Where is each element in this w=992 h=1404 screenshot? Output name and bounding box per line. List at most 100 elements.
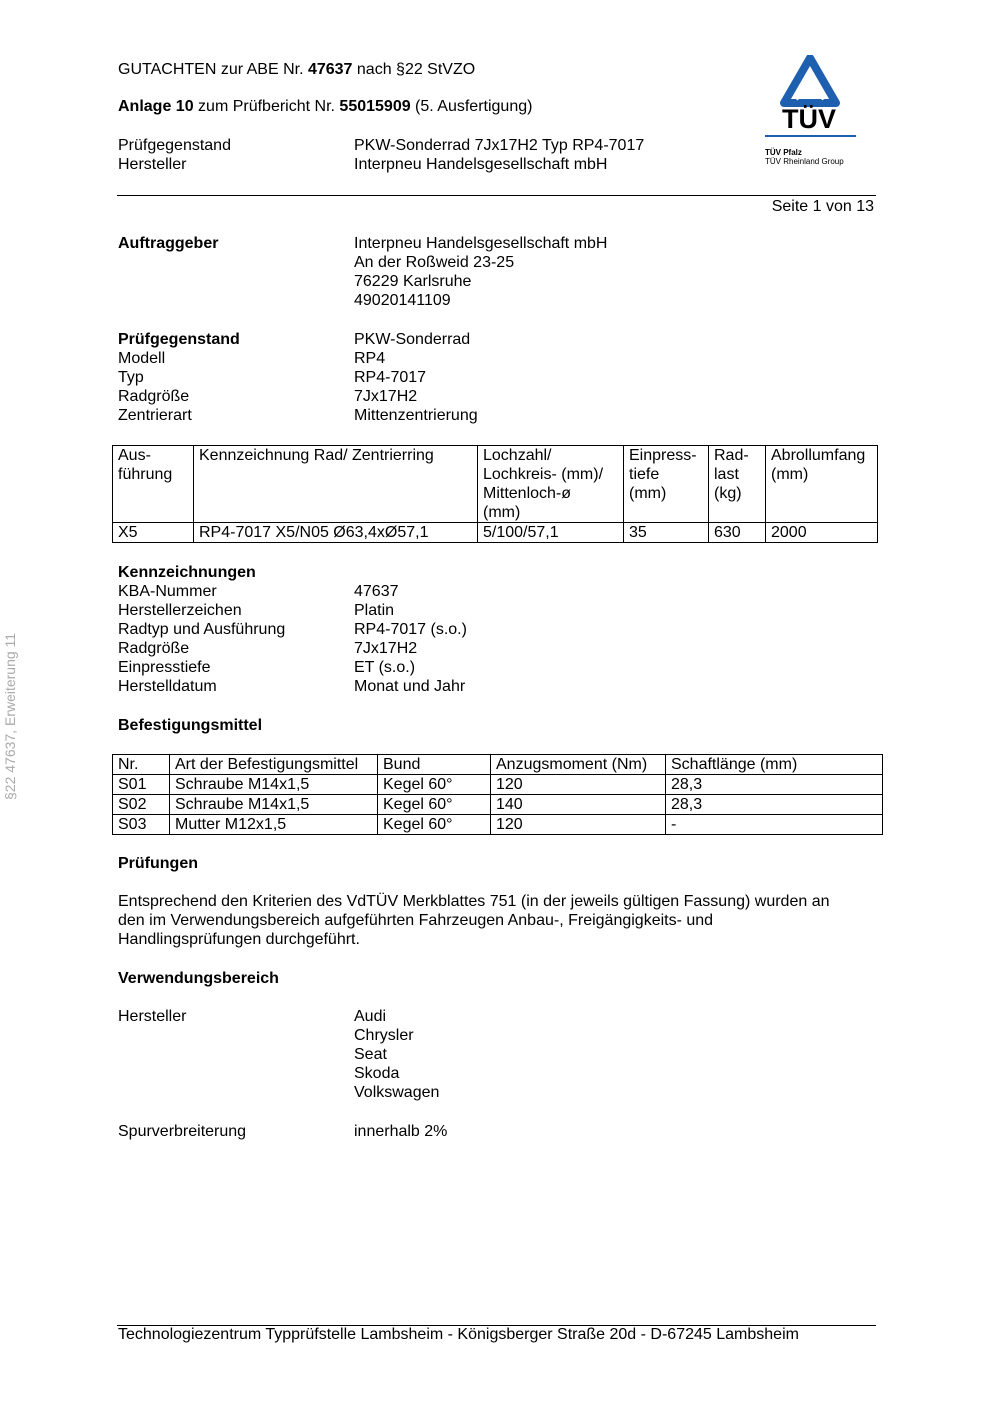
cell: 5/100/57,1 bbox=[477, 522, 624, 543]
hersteller-list: Audi Chrysler Seat Skoda Volkswagen bbox=[354, 1007, 439, 1102]
table-row: S01 Schraube M14x1,5 Kegel 60° 120 28,3 bbox=[112, 774, 883, 795]
cell: Kegel 60° bbox=[377, 794, 491, 815]
header-cell: Aus- führung bbox=[112, 445, 194, 523]
cell: 120 bbox=[490, 814, 666, 835]
value: 47637 bbox=[354, 583, 399, 600]
pruefungen-title: Prüfungen bbox=[118, 855, 198, 872]
label: Zentrierart bbox=[118, 407, 192, 424]
footer-rule bbox=[117, 1325, 876, 1326]
text-line: Handlingsprüfungen durchgeführt. bbox=[118, 931, 360, 948]
value: RP4-7017 bbox=[354, 369, 427, 386]
value: RP4-7017 (s.o.) bbox=[354, 621, 467, 638]
header-value-0: PKW-Sonderrad 7Jx17H2 Typ RP4-7017 bbox=[354, 137, 645, 154]
spur-label: Spurverbreiterung bbox=[118, 1123, 247, 1140]
header-cell: Kennzeichnung Rad/ Zentrierring bbox=[193, 445, 478, 523]
label: Typ bbox=[118, 369, 144, 386]
header-cell: Rad- last (kg) bbox=[708, 445, 766, 523]
kennzeichnungen-title: Kennzeichnungen bbox=[118, 564, 256, 581]
text-line: Entsprechend den Kriterien des VdTÜV Mer… bbox=[118, 893, 830, 910]
header-label-0: Prüfgegenstand bbox=[118, 137, 231, 154]
befestigung-table: Nr. Art der Befestigungsmittel Bund Anzu… bbox=[112, 754, 883, 835]
cell: 140 bbox=[490, 794, 666, 815]
cell: S01 bbox=[112, 774, 170, 795]
cell: 2000 bbox=[765, 522, 878, 543]
label: Prüfgegenstand bbox=[118, 331, 240, 348]
auftraggeber-label: Auftraggeber bbox=[118, 235, 219, 252]
address-line: An der Roßweid 23-25 bbox=[354, 254, 515, 271]
cell: S02 bbox=[112, 794, 170, 815]
cell: - bbox=[665, 814, 883, 835]
header-cell: Einpress- tiefe (mm) bbox=[623, 445, 709, 523]
side-note: §22 47637, Erweiterung 11 bbox=[2, 632, 18, 800]
cell: 28,3 bbox=[665, 794, 883, 815]
logo-rule bbox=[765, 135, 856, 137]
header-line1: GUTACHTEN zur ABE Nr. 47637 nach §22 StV… bbox=[118, 61, 476, 78]
value: PKW-Sonderrad bbox=[354, 331, 471, 348]
cell: 28,3 bbox=[665, 774, 883, 795]
header-cell: Bund bbox=[377, 754, 491, 775]
value: RP4 bbox=[354, 350, 386, 367]
value: Platin bbox=[354, 602, 395, 619]
cell: S03 bbox=[112, 814, 170, 835]
footer: Technologiezentrum Typprüfstelle Lambshe… bbox=[118, 1326, 799, 1343]
header-cell: Abrollumfang (mm) bbox=[765, 445, 878, 523]
tuv-triangle-icon bbox=[780, 54, 840, 107]
table-header-row: Aus- führung Kennzeichnung Rad/ Zentrier… bbox=[112, 445, 878, 523]
wheel-table: Aus- führung Kennzeichnung Rad/ Zentrier… bbox=[112, 445, 878, 543]
label: Modell bbox=[118, 350, 166, 367]
cell: Kegel 60° bbox=[377, 774, 491, 795]
header-value-1: Interpneu Handelsgesellschaft mbH bbox=[354, 156, 608, 173]
table-row: S02 Schraube M14x1,5 Kegel 60° 140 28,3 bbox=[112, 794, 883, 815]
befestigung-title: Befestigungsmittel bbox=[118, 717, 263, 734]
pruefungen-text: Entsprechend den Kriterien des VdTÜV Mer… bbox=[118, 892, 830, 949]
list-item: Chrysler bbox=[354, 1027, 414, 1044]
cell: 35 bbox=[623, 522, 709, 543]
table-row: X5 RP4-7017 X5/N05 Ø63,4xØ57,1 5/100/57,… bbox=[112, 522, 878, 543]
cell: Schraube M14x1,5 bbox=[169, 774, 378, 795]
address-line: 76229 Karlsruhe bbox=[354, 273, 472, 290]
header-cell: Schaftlänge (mm) bbox=[665, 754, 883, 775]
cell: X5 bbox=[112, 522, 194, 543]
header-rule bbox=[117, 195, 876, 196]
cell: Schraube M14x1,5 bbox=[169, 794, 378, 815]
label: Radgröße bbox=[118, 640, 190, 657]
list-item: Seat bbox=[354, 1046, 387, 1063]
label: Herstelldatum bbox=[118, 678, 217, 695]
verwendung-title: Verwendungsbereich bbox=[118, 970, 279, 987]
address-line: 49020141109 bbox=[354, 292, 451, 309]
value: 7Jx17H2 bbox=[354, 640, 418, 657]
value: Monat und Jahr bbox=[354, 678, 466, 695]
list-item: Skoda bbox=[354, 1065, 400, 1082]
label: KBA-Nummer bbox=[118, 583, 217, 600]
kennzeichnungen-labels: KBA-Nummer Herstellerzeichen Radtyp und … bbox=[118, 582, 285, 696]
header-cell: Lochzahl/ Lochkreis- (mm)/ Mittenloch-ø … bbox=[477, 445, 624, 523]
tuv-logo: TÜV TÜV Pfalz TÜV Rheinland Group bbox=[760, 54, 860, 175]
cell: 120 bbox=[490, 774, 666, 795]
label: Herstellerzeichen bbox=[118, 602, 242, 619]
spur-value: innerhalb 2% bbox=[354, 1123, 448, 1140]
hersteller-label: Hersteller bbox=[118, 1008, 187, 1025]
header-line2: Anlage 10 zum Prüfbericht Nr. 55015909 (… bbox=[118, 98, 533, 115]
list-item: Audi bbox=[354, 1008, 387, 1025]
list-item: Volkswagen bbox=[354, 1084, 440, 1101]
header-cell: Nr. bbox=[112, 754, 170, 775]
cell: RP4-7017 X5/N05 Ø63,4xØ57,1 bbox=[193, 522, 478, 543]
page-number: Seite 1 von 13 bbox=[771, 198, 874, 215]
text-line: den im Verwendungsbereich aufgeführten F… bbox=[118, 912, 714, 929]
pruefgegenstand-labels: Prüfgegenstand Modell Typ Radgröße Zentr… bbox=[118, 330, 240, 425]
cell: Mutter M12x1,5 bbox=[169, 814, 378, 835]
logo-sub1: TÜV Pfalz bbox=[765, 148, 802, 157]
label: Einpresstiefe bbox=[118, 659, 211, 676]
kennzeichnungen-values: 47637 Platin RP4-7017 (s.o.) 7Jx17H2 ET … bbox=[354, 582, 467, 696]
header-cell: Anzugsmoment (Nm) bbox=[490, 754, 666, 775]
header-cell: Art der Befestigungsmittel bbox=[169, 754, 378, 775]
value: ET (s.o.) bbox=[354, 659, 416, 676]
pruefgegenstand-values: PKW-Sonderrad RP4 RP4-7017 7Jx17H2 Mitte… bbox=[354, 330, 478, 425]
logo-text: TÜV bbox=[782, 104, 836, 134]
auftraggeber-address: Interpneu Handelsgesellschaft mbH An der… bbox=[354, 234, 607, 310]
header-label-1: Hersteller bbox=[118, 156, 187, 173]
table-header-row: Nr. Art der Befestigungsmittel Bund Anzu… bbox=[112, 754, 883, 775]
logo-sub2: TÜV Rheinland Group bbox=[765, 157, 844, 166]
table-row: S03 Mutter M12x1,5 Kegel 60° 120- bbox=[112, 814, 883, 835]
